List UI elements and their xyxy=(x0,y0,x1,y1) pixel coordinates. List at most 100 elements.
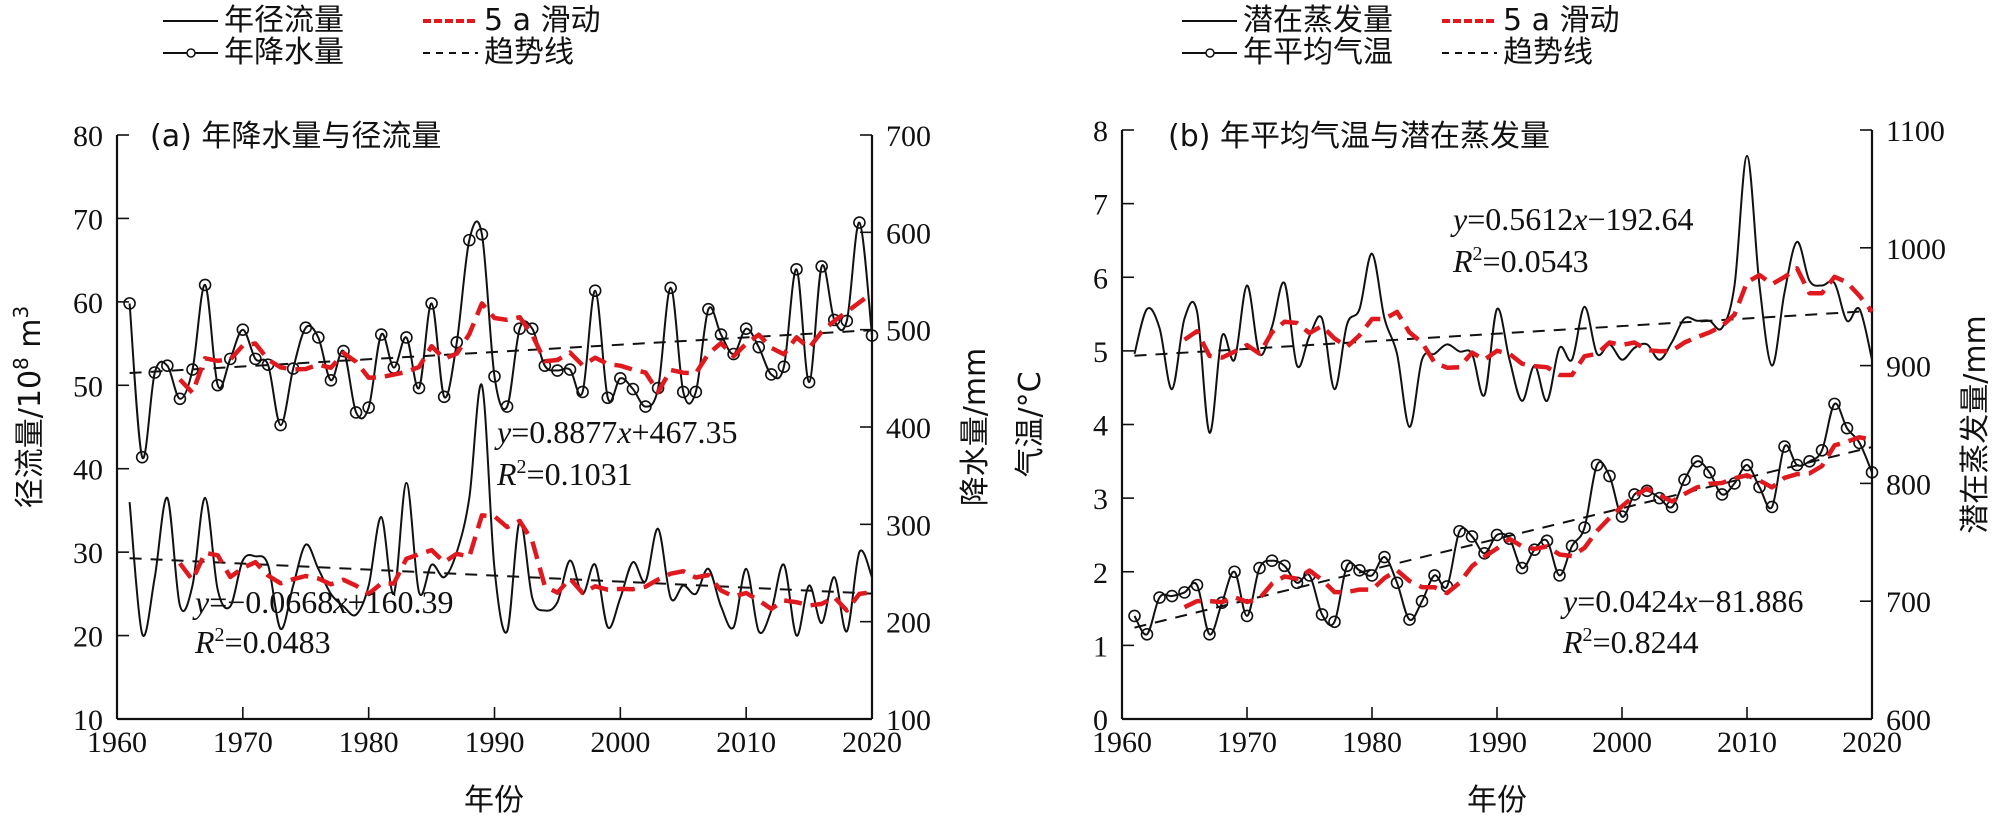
r-squared-text: R2=0.8244 xyxy=(1562,624,1699,660)
data-point-marker xyxy=(223,352,237,366)
legend-label: 趋势线 xyxy=(484,35,574,70)
r-symbol: R xyxy=(1562,624,1583,660)
y-tick-label-right: 400 xyxy=(886,412,931,445)
equation-text: y=0.5612x−192.64 xyxy=(1450,201,1694,237)
data-point-marker xyxy=(1778,440,1791,453)
x-tick-label: 2000 xyxy=(1592,726,1652,759)
data-point-marker xyxy=(1578,521,1591,534)
data-point-marker xyxy=(1865,466,1879,479)
data-point-marker xyxy=(1678,473,1691,487)
data-point-marker xyxy=(1153,591,1166,604)
trend-equation: y=0.5612x−192.64 R2=0.0543 xyxy=(1450,201,1694,279)
data-point-marker xyxy=(551,364,564,377)
data-point-marker xyxy=(1465,530,1479,543)
series-markers xyxy=(123,216,879,464)
y-tick-label-right: 300 xyxy=(886,509,931,542)
equation-x: x xyxy=(332,584,347,620)
data-point-marker xyxy=(186,363,199,376)
data-point-marker xyxy=(463,233,476,247)
y-tick-label-right: 100 xyxy=(886,704,931,737)
r-symbol: R xyxy=(1452,243,1473,279)
x-tick-label: 1960 xyxy=(1092,726,1152,759)
data-point-marker xyxy=(425,297,438,310)
data-point-marker xyxy=(739,322,753,335)
data-point-marker xyxy=(853,216,866,229)
data-point-marker xyxy=(1840,421,1854,435)
data-point-marker xyxy=(626,382,640,396)
legend-label: 5 a 滑动 xyxy=(1503,3,1620,38)
data-point-marker xyxy=(865,329,879,342)
data-point-marker xyxy=(337,344,350,358)
y-tick-label-right: 1000 xyxy=(1886,233,1946,266)
data-point-marker xyxy=(1203,628,1216,641)
data-point-marker xyxy=(450,336,464,349)
data-point-marker xyxy=(475,227,489,241)
y-tick-label-right: 500 xyxy=(886,315,931,348)
data-point-marker xyxy=(1315,608,1329,621)
data-point-marker xyxy=(601,391,615,405)
x-tick-label: 2000 xyxy=(590,726,650,759)
r-squared-text: R2=0.0543 xyxy=(1452,243,1589,279)
data-point-marker xyxy=(1165,589,1179,603)
data-point-marker xyxy=(765,368,778,381)
data-point-marker xyxy=(1515,561,1529,575)
data-point-marker xyxy=(802,375,816,389)
y-tick-label-left: 20 xyxy=(73,621,103,654)
data-point-marker xyxy=(161,359,174,372)
y-axis-title-sup: 8 xyxy=(9,357,33,370)
data-point-marker xyxy=(1228,565,1241,579)
equation-intercept: +467.35 xyxy=(631,414,737,450)
y-tick-label-left: 30 xyxy=(73,537,103,570)
data-point-marker xyxy=(1503,532,1516,545)
data-point-marker xyxy=(1690,455,1704,468)
chart-panel-a: 1960 1970 1980 1990 2000 2010 2020 10 20 30 40 50 60… xyxy=(9,3,993,818)
trend-line xyxy=(129,557,873,595)
data-point-marker xyxy=(500,400,514,413)
data-point-marker xyxy=(135,450,149,464)
data-point-marker xyxy=(198,278,212,292)
panel-title: (a) 年降水量与径流量 xyxy=(150,119,441,154)
data-point-marker xyxy=(1390,576,1404,590)
x-tick-label: 1980 xyxy=(339,726,399,759)
data-point-marker xyxy=(211,378,224,392)
y-axis-title-right: 潜在蒸发量/mm xyxy=(1958,315,1993,534)
data-point-marker xyxy=(1553,569,1566,582)
y-axis-title-sup2: 3 xyxy=(9,306,33,319)
trend-equation: y=0.0424x−81.886 R2=0.8244 xyxy=(1560,583,1804,660)
data-point-marker xyxy=(840,314,854,328)
series-line-b-smooth xyxy=(1133,154,1873,434)
r-symbol: R xyxy=(496,456,517,492)
y-axis-title-main: 径流量/10 xyxy=(13,370,48,508)
y-tick-label-left: 70 xyxy=(73,203,103,236)
data-point-marker xyxy=(1590,458,1604,472)
equation-intercept: −192.64 xyxy=(1587,201,1693,237)
data-point-marker xyxy=(1740,458,1754,472)
y-tick-label-left: 1 xyxy=(1093,630,1108,663)
x-tick-label: 1990 xyxy=(1467,726,1527,759)
data-point-marker xyxy=(236,323,250,336)
data-point-marker xyxy=(1353,563,1366,577)
data-point-marker xyxy=(702,302,715,316)
y-tick-label-right: 900 xyxy=(1886,351,1931,384)
r-superscript: 2 xyxy=(215,624,225,646)
series-line-a-markers xyxy=(128,220,873,460)
moving-average-line xyxy=(178,513,873,613)
data-point-marker xyxy=(312,331,325,344)
trend-equation: y=−0.0668x+160.39 R2=0.0483 xyxy=(192,584,454,660)
y-tick-label-left: 6 xyxy=(1093,262,1108,295)
data-point-marker xyxy=(1378,550,1391,564)
r-superscript: 2 xyxy=(1583,624,1593,646)
y-tick-label-left: 80 xyxy=(73,120,103,153)
r-squared-text: R2=0.0483 xyxy=(194,624,331,660)
y-tick-label-right: 700 xyxy=(1886,586,1931,619)
data-point-marker xyxy=(362,401,375,414)
data-point-marker xyxy=(1728,477,1741,490)
equation-text: y=0.0424x−81.886 xyxy=(1560,583,1804,619)
x-tick-label: 2010 xyxy=(1717,726,1777,759)
y-tick-label-right: 200 xyxy=(886,607,931,640)
equation-intercept: −81.886 xyxy=(1697,583,1803,619)
data-point-marker xyxy=(714,328,728,341)
data-point-marker xyxy=(1128,609,1141,623)
